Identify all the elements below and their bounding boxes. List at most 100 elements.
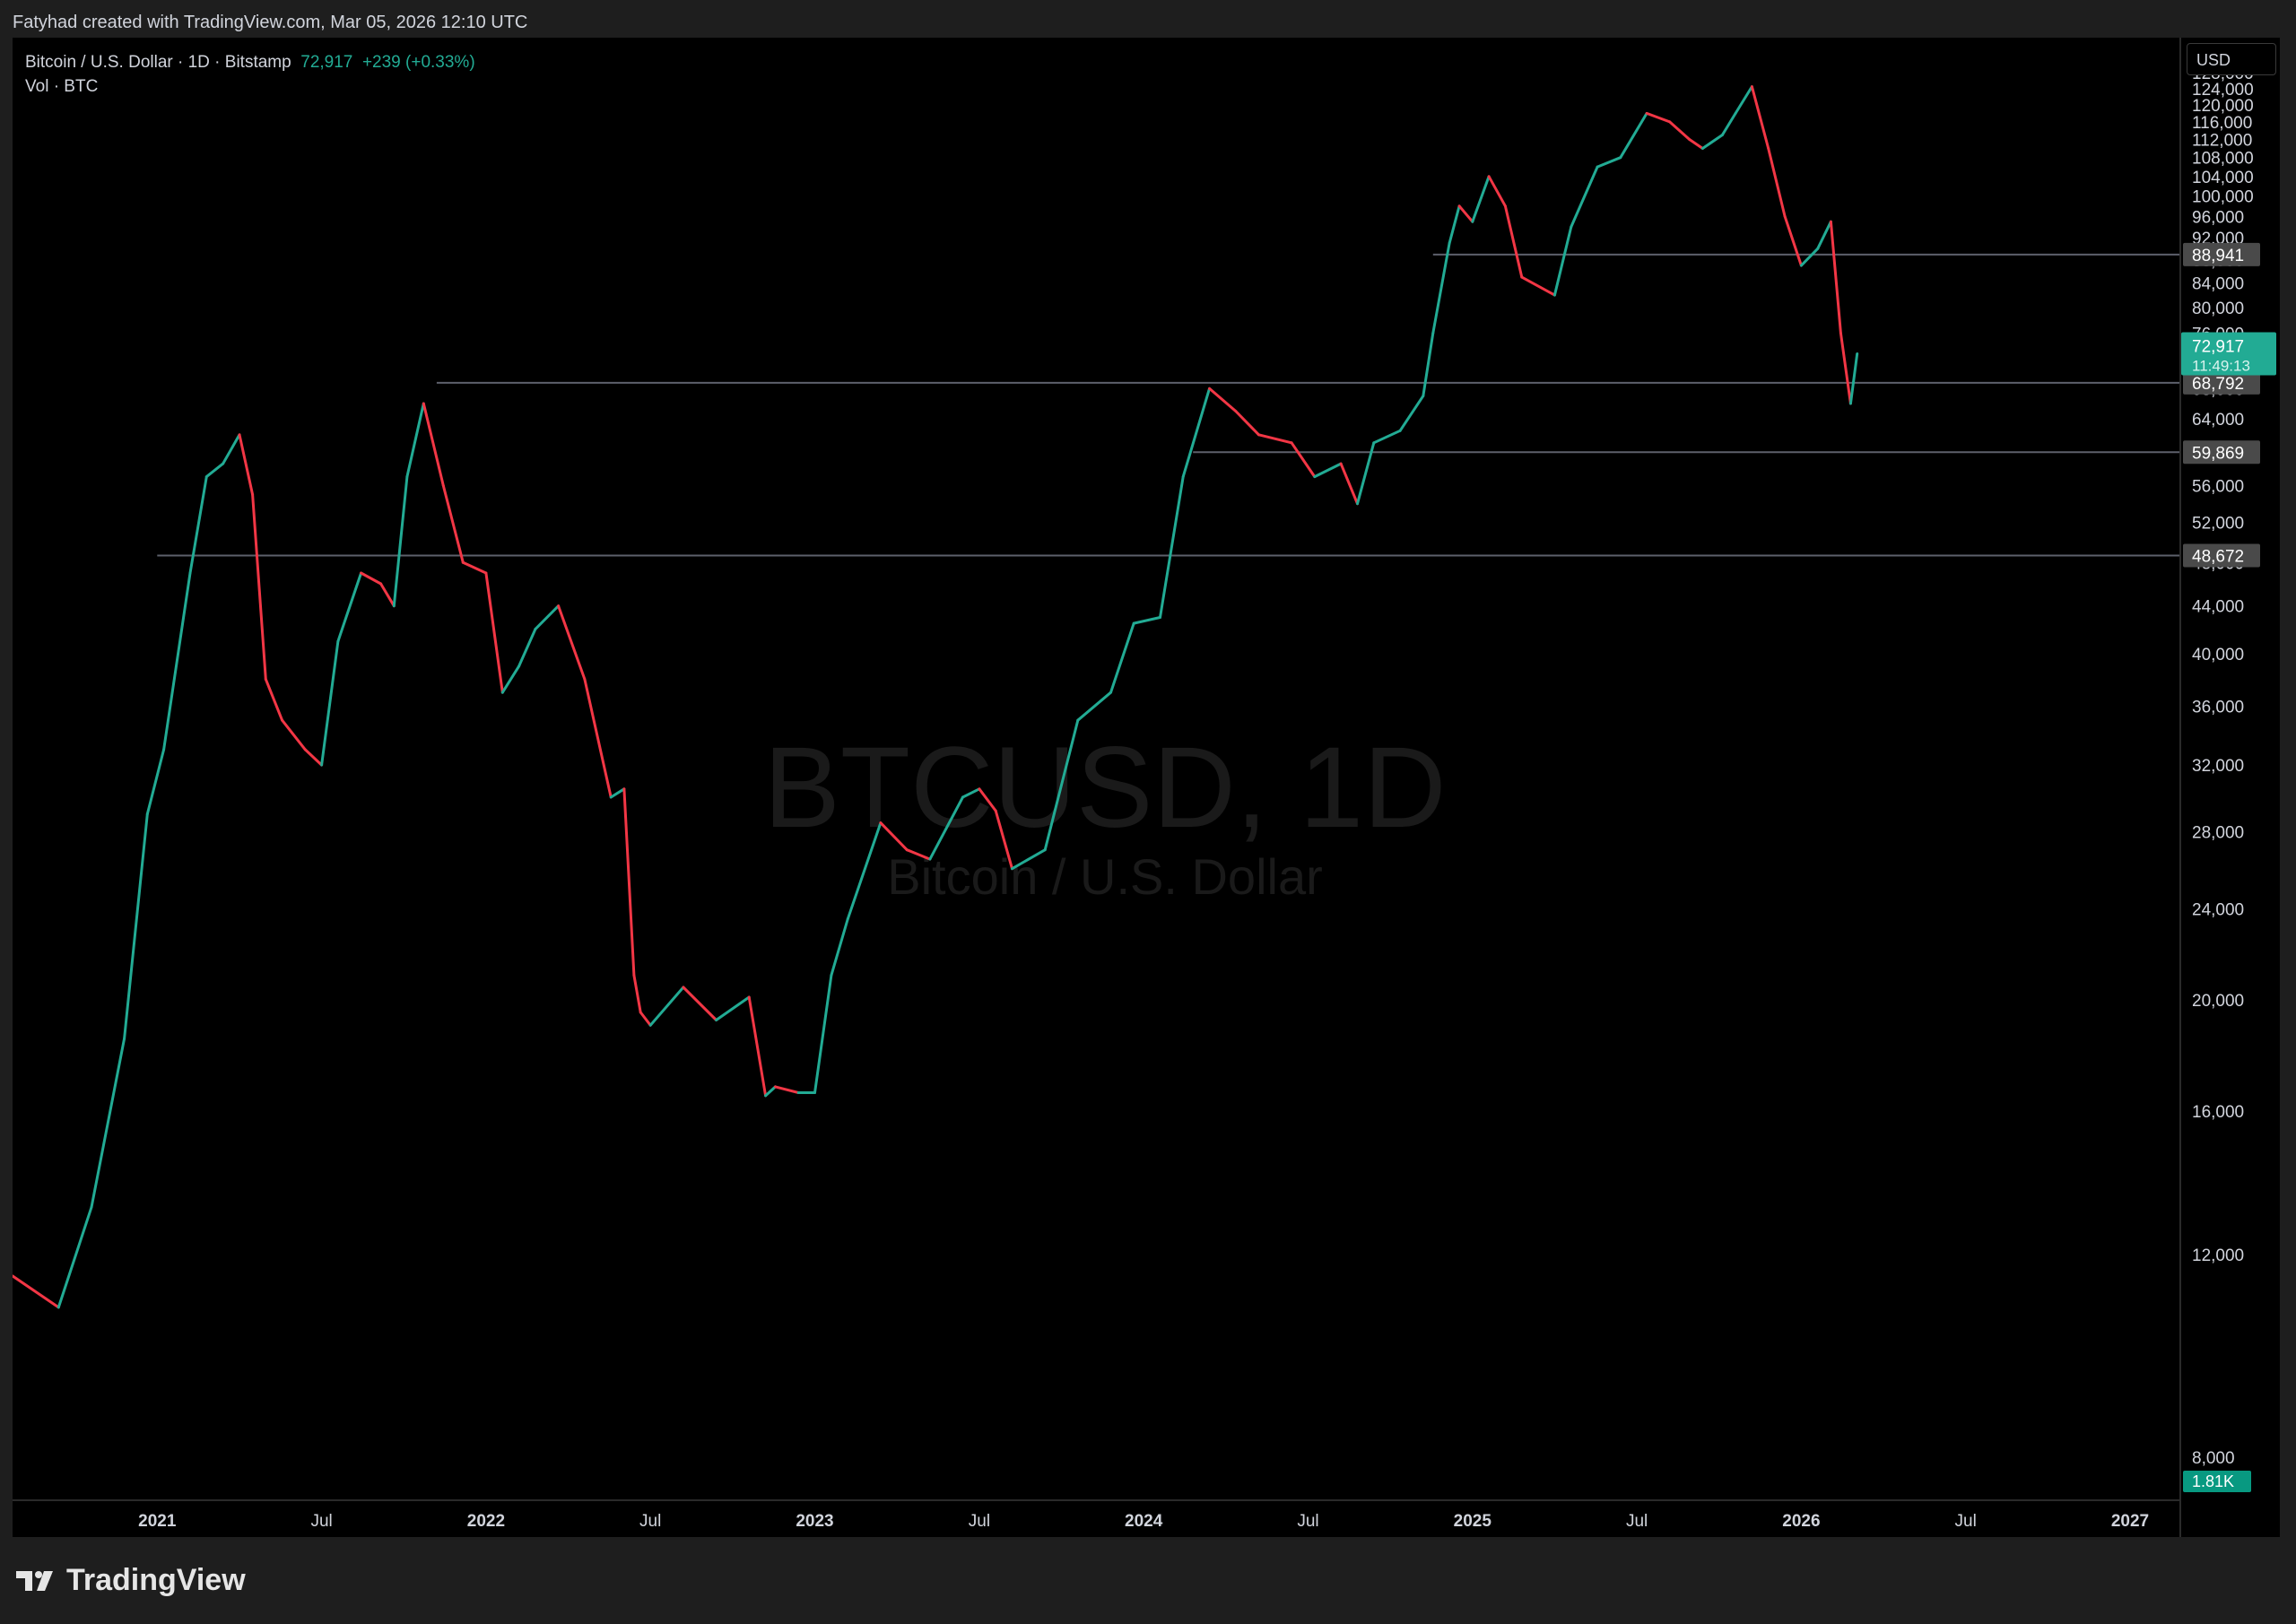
watermark-name: Bitcoin / U.S. Dollar [887, 848, 1323, 905]
price-segment [1700, 134, 1724, 150]
time-axis[interactable]: 2021 Jul 2022 Jul 2023 Jul 2024 Jul 2025 Jul 2026 J… [13, 1499, 2179, 1539]
x-tick-label: Jul [969, 1512, 990, 1531]
plot-area[interactable]: BTCUSD, 1D Bitcoin / U.S. Dollar Bitcoin… [11, 38, 2179, 1499]
chart-legend: Bitcoin / U.S. Dollar · 1D · Bitstamp 72… [25, 50, 475, 99]
price-segment [222, 433, 241, 465]
price-segment [1313, 462, 1343, 479]
brand-name: TradingView [66, 1562, 246, 1597]
price-segment [1520, 275, 1556, 297]
x-tick-label: Jul [310, 1512, 332, 1531]
price-segment [145, 748, 166, 816]
price-segment [162, 571, 192, 751]
price-segment [90, 1037, 126, 1209]
price-segment [1816, 220, 1832, 250]
price-segment [251, 493, 267, 681]
x-tick-label: 2021 [138, 1512, 177, 1531]
level-price-tag [2183, 370, 2260, 395]
y-tick-label: 112,000 [2192, 132, 2252, 151]
price-segment [1839, 331, 1852, 405]
y-tick-label: 24,000 [2192, 900, 2244, 919]
level-price-label: 48,672 [2192, 548, 2244, 567]
price-segment [583, 677, 613, 799]
level-price-label: 59,869 [2192, 444, 2244, 463]
y-tick-label: 120,000 [2192, 97, 2254, 116]
price-segment [961, 787, 981, 799]
y-tick-label: 32,000 [2192, 757, 2244, 776]
y-tick-label: 64,000 [2192, 411, 2244, 430]
price-segment [500, 664, 521, 694]
price-segment [1356, 441, 1376, 506]
price-segment [461, 560, 488, 575]
price-segment [441, 484, 465, 564]
price-segment [994, 809, 1013, 871]
y-tick-label: 12,000 [2192, 1246, 2244, 1265]
volume-label: 1.81K [2192, 1472, 2234, 1490]
price-segment [632, 974, 642, 1014]
price-segment [1208, 386, 1238, 413]
y-tick-label: 108,000 [2192, 150, 2254, 169]
level-price-tag [2183, 242, 2260, 266]
price-segment [281, 718, 307, 751]
price-segment [978, 787, 997, 812]
legend-last-price: 72,917 [300, 53, 353, 72]
price-segment [123, 812, 149, 1040]
price-segment [1011, 848, 1047, 871]
price-segment [422, 402, 445, 487]
chart-credit: Fatyhad created with TradingView.com, Ma… [13, 13, 528, 32]
price-segment [1767, 147, 1787, 218]
x-tick-label: 2023 [796, 1512, 833, 1531]
price-segment [379, 582, 396, 608]
price-segment [1471, 175, 1491, 223]
price-segment [238, 433, 255, 496]
price-segment [905, 848, 932, 861]
price-segment [360, 571, 383, 586]
price-segment [1422, 331, 1435, 398]
tradingview-logo[interactable]: TradingView [14, 1560, 246, 1600]
price-axis[interactable]: 132,000128,000124,000120,000116,000112,0… [2179, 38, 2282, 1537]
price-segment [1076, 690, 1112, 722]
price-segment [57, 1205, 93, 1309]
price-segment [1668, 120, 1692, 141]
price-segment [747, 995, 768, 1098]
price-segment [11, 1274, 60, 1309]
y-tick-label: 40,000 [2192, 646, 2244, 664]
time-axis-svg: 2021 Jul 2022 Jul 2023 Jul 2024 Jul 2025 Jul 2026 J… [138, 1512, 2149, 1531]
price-segment [682, 986, 718, 1021]
price-segment [517, 628, 537, 668]
price-segment [639, 1011, 652, 1027]
chart-frame: BTCUSD, 1D Bitcoin / U.S. Dollar Bitcoin… [11, 38, 2282, 1539]
y-tick-label: 44,000 [2192, 598, 2244, 617]
x-tick-label: 2027 [2111, 1512, 2149, 1531]
price-segment [622, 787, 636, 977]
last-price-label: 72,917 [2192, 338, 2244, 357]
price-segment [1457, 204, 1474, 223]
price-segment [1688, 138, 1704, 150]
y-tick-label: 84,000 [2192, 275, 2244, 294]
y-tick-label: 16,000 [2192, 1103, 2244, 1122]
x-tick-label: Jul [639, 1512, 661, 1531]
y-tick-label: 104,000 [2192, 169, 2254, 187]
price-segment [484, 571, 504, 694]
y-tick-label: 56,000 [2192, 478, 2244, 497]
price-segment [1181, 386, 1211, 479]
currency-button[interactable]: USD [2187, 43, 2276, 75]
y-tick-label: 36,000 [2192, 699, 2244, 717]
price-segment [1398, 395, 1425, 432]
price-segment [1750, 85, 1770, 150]
price-segment [609, 787, 626, 799]
x-tick-label: 2022 [467, 1512, 505, 1531]
x-tick-label: 2024 [1125, 1512, 1163, 1531]
price-segment [846, 821, 883, 921]
price-segment [1619, 111, 1648, 160]
y-tick-label: 20,000 [2192, 992, 2244, 1011]
legend-volume[interactable]: Vol · BTC [25, 77, 99, 96]
y-tick-label: 96,000 [2192, 208, 2244, 227]
price-segment [1552, 225, 1573, 297]
legend-symbol[interactable]: Bitcoin / U.S. Dollar · 1D · Bitstamp [25, 53, 291, 72]
level-price-label: 88,941 [2192, 247, 2244, 265]
y-tick-label: 124,000 [2192, 81, 2254, 100]
price-segment [405, 402, 425, 479]
legend-change: +239 (+0.33%) [361, 53, 475, 72]
x-tick-label: Jul [1297, 1512, 1318, 1531]
price-segment [1043, 718, 1080, 852]
